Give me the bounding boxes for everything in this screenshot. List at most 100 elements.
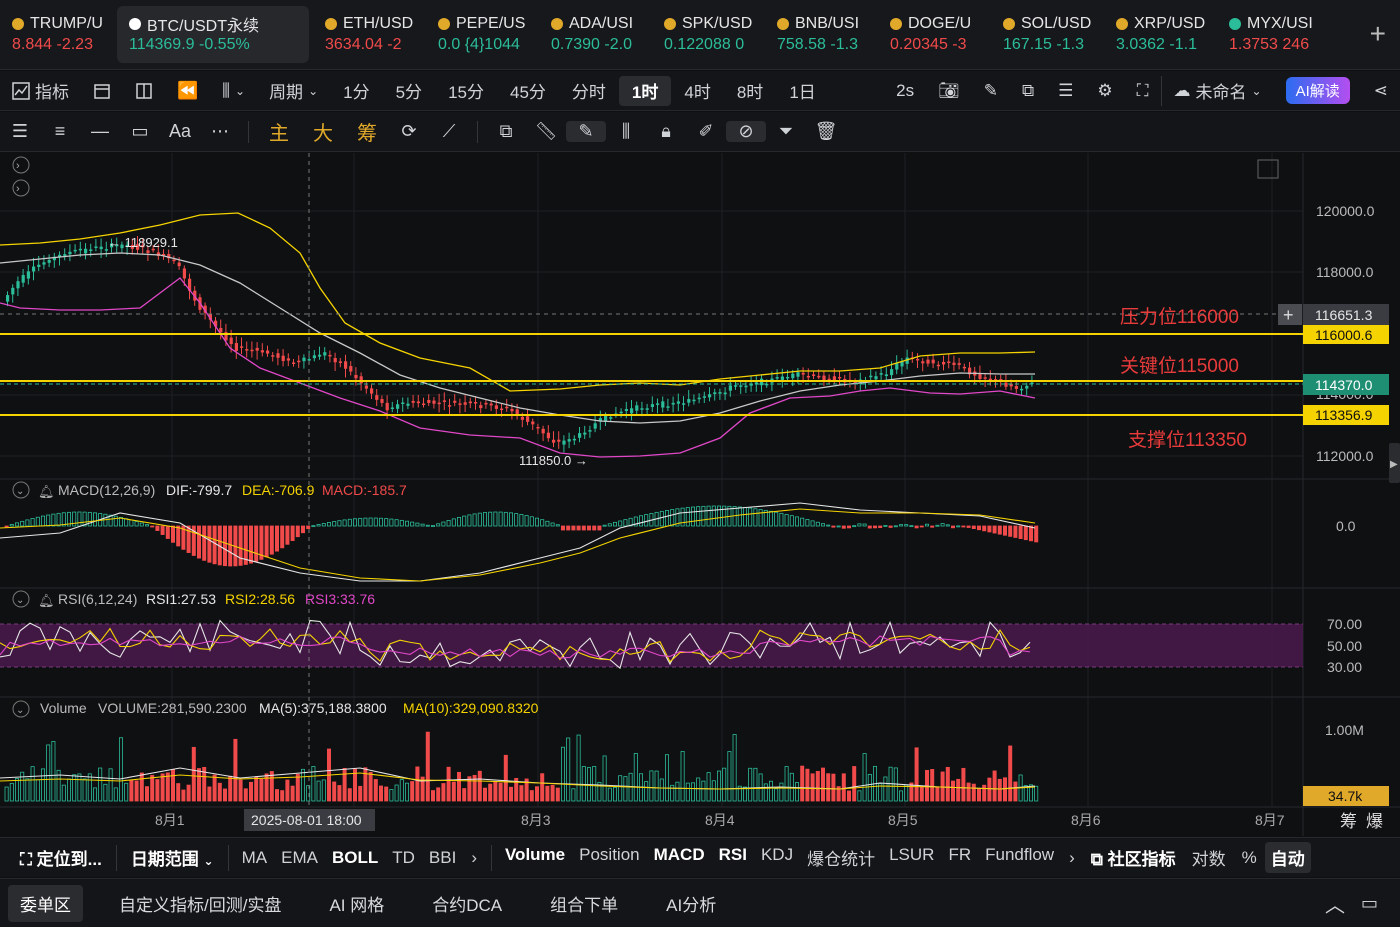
bottom-tab[interactable]: AI分析 <box>666 895 717 915</box>
interval-button[interactable]: 1时 <box>618 75 672 106</box>
refresh-rate-button[interactable]: 2s <box>884 76 926 106</box>
annotation-key[interactable]: 关键位115000 <box>1120 355 1239 377</box>
alarm-icon[interactable]: 🔔︎ <box>38 484 55 499</box>
auto-scale-toggle[interactable]: 自动 <box>1264 842 1311 873</box>
filter-icon[interactable]: ⏷ <box>778 121 794 141</box>
interval-button[interactable]: 5分 <box>395 83 423 102</box>
collapse-icon[interactable]: ⌄ <box>16 486 24 497</box>
period-button[interactable]: 周期 ⌄ <box>257 76 330 106</box>
main-indicator-toggle[interactable]: EMA <box>281 847 318 867</box>
ticker-tab[interactable]: XRP/USD 3.0362 -1.1 <box>1104 0 1217 69</box>
chevron-right-icon[interactable]: › <box>471 847 477 867</box>
maximize-icon[interactable] <box>1257 159 1279 179</box>
sub-indicator-toggle[interactable]: LSUR <box>889 845 935 864</box>
hlines-icon[interactable]: ≡ <box>54 121 66 141</box>
copy-icon[interactable]: ⧉ <box>499 121 513 141</box>
date-range-button[interactable]: 日期范围 ⌄ <box>123 845 222 870</box>
expand-right-icon[interactable]: ▶ <box>1390 459 1398 470</box>
replay-button[interactable]: ⏪ <box>165 76 210 106</box>
sub-indicator-toggle[interactable]: 爆仓统计 <box>807 850 876 869</box>
ticker-tab[interactable]: ADA/USI 0.7390 -2.0 <box>539 0 652 69</box>
window-toggle-icon[interactable]: ▭ <box>1360 892 1378 913</box>
price-chart[interactable]: 压力位116000 关键位115000 支撑位113350 ← 118929.1… <box>0 153 1400 836</box>
ruler-icon[interactable]: 📏︎ <box>534 121 558 141</box>
sub-indicator-toggle[interactable]: Volume <box>504 845 566 864</box>
edit-icon[interactable]: ✐ <box>698 121 714 141</box>
community-indicators-button[interactable]: ⧉ 社区指标 <box>1083 845 1184 870</box>
main-indicator-toggle[interactable]: BOLL <box>331 847 379 867</box>
interval-button[interactable]: 8时 <box>736 83 764 102</box>
ticker-tab[interactable]: MYX/USI 1.3753 246 <box>1217 0 1330 69</box>
add-level-icon[interactable]: + <box>1283 305 1294 325</box>
rectangle-icon[interactable]: ▭ <box>131 121 149 141</box>
bottom-tab[interactable]: AI 网格 <box>329 895 385 915</box>
ticker-tab[interactable]: SPK/USD 0.122088 0 <box>652 0 765 69</box>
chips-corner-button[interactable]: 筹 <box>1340 812 1357 831</box>
main-indicator-toggle[interactable]: TD <box>392 847 415 867</box>
layout-name-button[interactable]: ☁ 未命名 ⌄ <box>1160 75 1274 106</box>
percent-scale-toggle[interactable]: % <box>1241 847 1257 867</box>
ai-interpret-button[interactable]: AI解读 <box>1274 76 1362 106</box>
ticker-tab[interactable]: ETH/USD 3634.04 -2 <box>313 0 426 69</box>
sub-indicator-toggle[interactable]: Fundflow <box>985 845 1055 864</box>
indicators-button[interactable]: 指标 <box>0 76 81 106</box>
sub-indicator-toggle[interactable]: KDJ <box>760 845 794 864</box>
sub-indicator-toggle[interactable]: FR <box>948 845 972 864</box>
calendar-button[interactable] <box>81 76 123 106</box>
collapse-icon[interactable]: ⌄ <box>16 705 24 716</box>
draw-button[interactable]: ✎ <box>972 76 1010 106</box>
more-icon[interactable]: ⋯ <box>211 121 229 141</box>
main-indicator-toggle[interactable]: MA <box>241 847 268 867</box>
fullscreen-button[interactable]: ⛶ <box>1125 76 1161 106</box>
chevron-right-icon[interactable]: › <box>1069 847 1075 867</box>
measure-icon[interactable]: ⟋ <box>442 121 456 141</box>
lock-icon[interactable]: 🔒︎ <box>661 121 671 141</box>
bottom-tab[interactable]: 合约DCA <box>432 895 503 915</box>
ticker-tab[interactable]: TRUMP/U 8.844 -2.23 <box>0 0 113 69</box>
interval-button[interactable]: 分时 <box>571 83 606 102</box>
ticker-tab[interactable]: BTC/USDT永续 114369.9 -0.55% <box>117 6 309 63</box>
trash-icon[interactable]: 🗑︎ <box>814 121 838 141</box>
collapse-icon[interactable]: › <box>16 183 20 195</box>
chevron-up-icon[interactable]: ︿ <box>1324 894 1345 917</box>
magnet-icon[interactable]: ⊘ <box>726 121 766 142</box>
screenshot-button[interactable]: 📷︎ <box>926 76 972 106</box>
collapse-icon[interactable]: ⌄ <box>16 595 24 606</box>
collapse-icon[interactable]: › <box>16 160 20 172</box>
bottom-tab[interactable]: 委单区 <box>8 884 83 922</box>
annotation-support[interactable]: 支撑位113350 <box>1128 429 1247 451</box>
big-order-button[interactable]: 大 <box>313 123 333 145</box>
sync-icon[interactable]: ⟳ <box>401 121 417 141</box>
ticker-tab[interactable]: SOL/USD 167.15 -1.3 <box>991 0 1104 69</box>
settings-button[interactable]: ⚙ <box>1085 76 1124 106</box>
log-scale-toggle[interactable]: 对数 <box>1191 850 1226 869</box>
main-force-button[interactable]: 主 <box>269 123 289 145</box>
interval-button[interactable]: 4时 <box>684 83 711 102</box>
interval-button[interactable]: 1分 <box>343 83 370 102</box>
sub-indicator-toggle[interactable]: RSI <box>718 845 747 864</box>
add-tab-icon[interactable]: + <box>1369 18 1386 49</box>
share-button[interactable]: ⋖ <box>1362 76 1400 106</box>
sub-indicator-toggle[interactable]: Position <box>579 845 640 864</box>
bottom-tab[interactable]: 组合下单 <box>550 895 619 915</box>
list-button[interactable]: ☰ <box>1046 76 1085 106</box>
text-tool-button[interactable]: Aa <box>168 121 192 141</box>
ticker-tab[interactable]: DOGE/U 0.20345 -3 <box>878 0 991 69</box>
brush-icon[interactable]: ✎ <box>566 121 606 142</box>
ticker-tab[interactable]: PEPE/US 0.0 {4}1044 <box>426 0 539 69</box>
crosshair-line-icon[interactable]: — <box>91 121 109 141</box>
main-indicator-toggle[interactable]: BBI <box>428 847 457 867</box>
burst-corner-button[interactable]: 爆 <box>1366 812 1383 831</box>
bottom-tab[interactable]: 自定义指标/回测/实盘 <box>119 895 282 915</box>
sub-indicator-toggle[interactable]: MACD <box>653 845 705 864</box>
interval-button[interactable]: 15分 <box>448 83 484 102</box>
alarm-icon[interactable]: 🔔︎ <box>38 593 55 608</box>
popout-button[interactable]: ⧉ <box>1010 76 1046 106</box>
ticker-tab[interactable]: BNB/USI 758.58 -1.3 <box>765 0 878 69</box>
bars-icon[interactable]: ⫼ <box>621 121 631 141</box>
annotation-resistance[interactable]: 压力位116000 <box>1120 306 1239 328</box>
chart-area[interactable]: 压力位116000 关键位115000 支撑位113350 ← 118929.1… <box>0 153 1400 836</box>
interval-button[interactable]: 1日 <box>789 83 816 102</box>
menu-icon[interactable]: ☰ <box>11 121 29 141</box>
locate-button[interactable]: ⛶ 定位到... <box>0 845 110 870</box>
